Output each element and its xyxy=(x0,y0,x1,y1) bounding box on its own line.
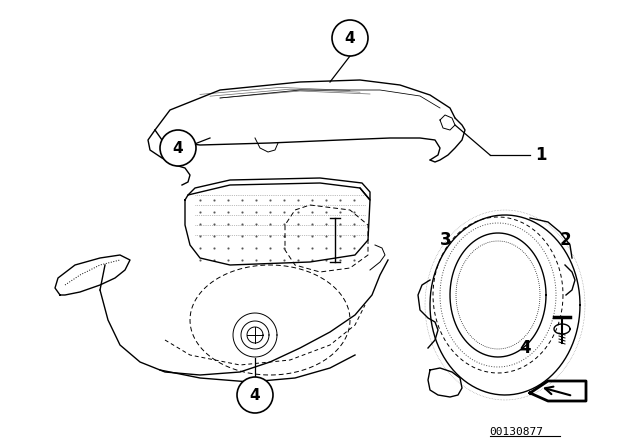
Text: 3: 3 xyxy=(440,231,452,249)
Text: 4: 4 xyxy=(519,339,531,357)
Text: 4: 4 xyxy=(250,388,260,402)
Text: 2: 2 xyxy=(560,231,572,249)
Text: 4: 4 xyxy=(345,30,355,46)
Circle shape xyxy=(332,20,368,56)
Text: 1: 1 xyxy=(535,146,547,164)
Text: 00130877: 00130877 xyxy=(489,427,543,437)
Circle shape xyxy=(160,130,196,166)
Text: 4: 4 xyxy=(173,141,183,155)
Circle shape xyxy=(237,377,273,413)
